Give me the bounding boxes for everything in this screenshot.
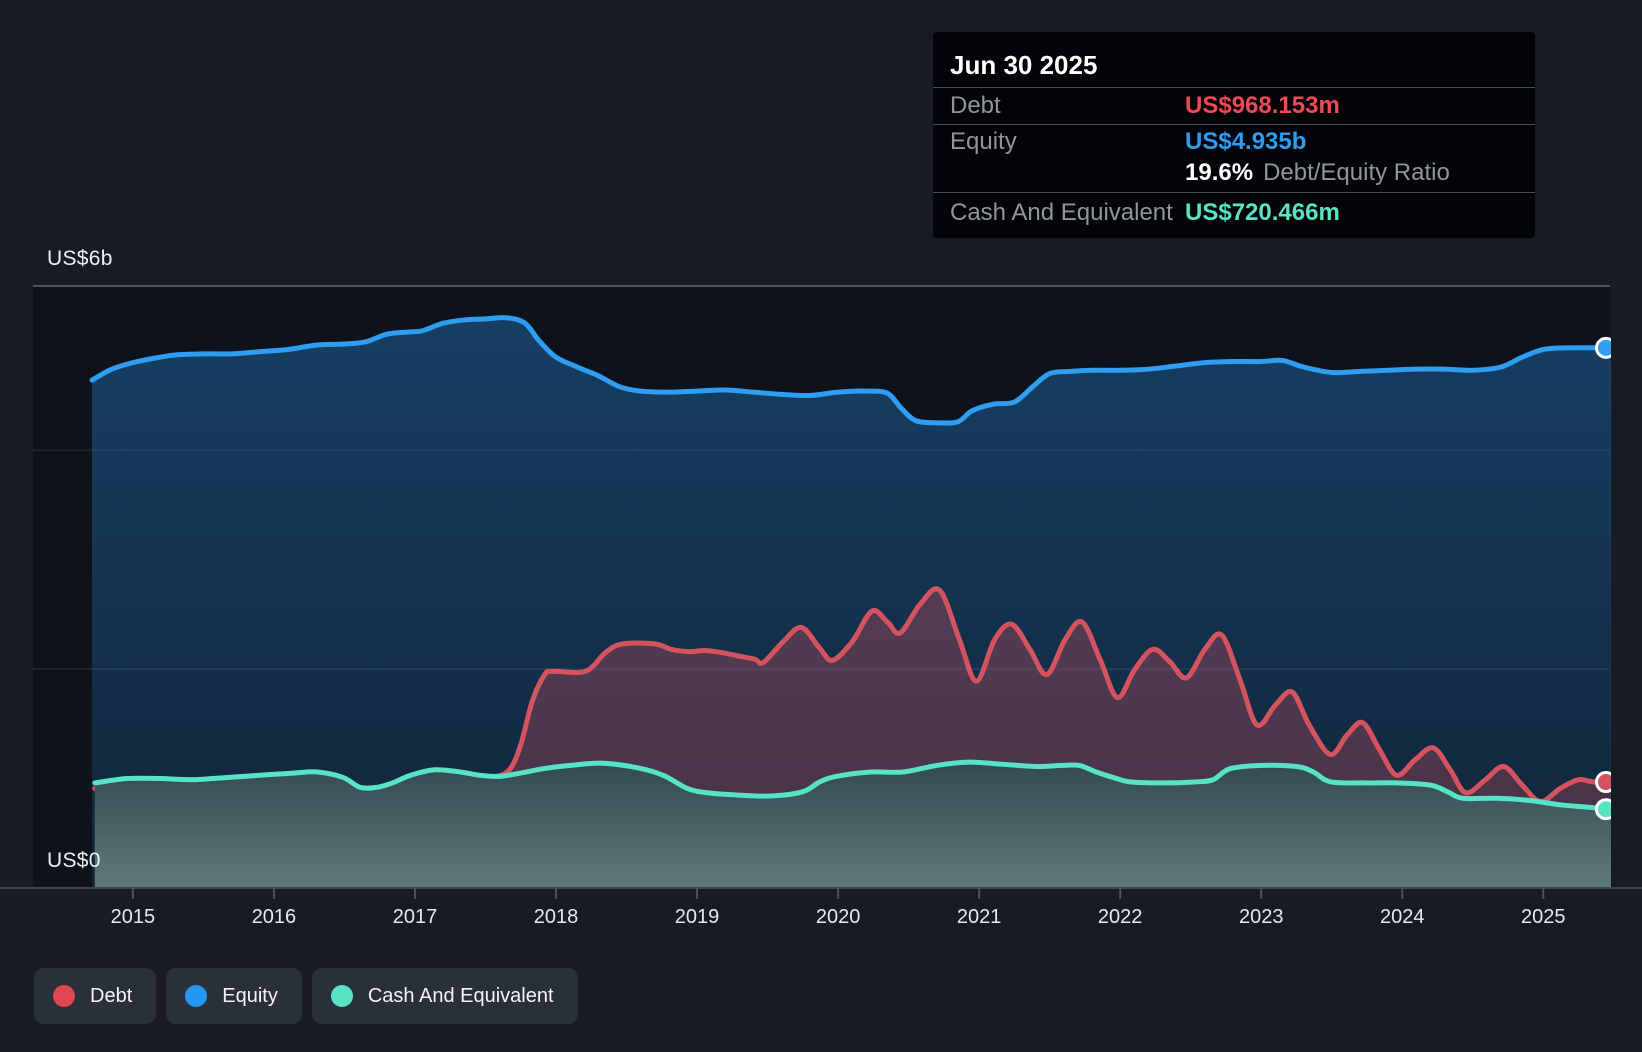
- x-axis-label: 2024: [1380, 906, 1425, 928]
- tooltip-ratio-value: 19.6%: [1185, 159, 1254, 186]
- chart-tooltip: Jun 30 2025 Debt US$968.153m Equity US$4…: [933, 32, 1535, 238]
- cash-end-dot: [1595, 798, 1611, 821]
- x-axis-label: 2019: [675, 906, 720, 928]
- tooltip-cash-value: US$720.466m: [1185, 198, 1340, 226]
- tooltip-cash-row: Cash And Equivalent US$720.466m: [933, 192, 1535, 232]
- series-end-dots: [1595, 336, 1611, 821]
- legend-debt-label: Debt: [90, 984, 133, 1007]
- tooltip-equity-label: Equity: [950, 127, 1017, 155]
- tooltip-cash-label: Cash And Equivalent: [950, 198, 1173, 226]
- x-axis-label: 2017: [393, 906, 438, 928]
- legend-item-debt[interactable]: Debt: [34, 968, 157, 1024]
- tooltip-equity-value: US$4.935b: [1185, 127, 1307, 155]
- x-axis-label: 2016: [252, 906, 297, 928]
- x-axis-label: 2023: [1239, 906, 1284, 928]
- y-axis-label-zero: US$0: [47, 849, 101, 872]
- x-axis-label: 2020: [816, 906, 861, 928]
- tooltip-ratio-label: Debt/Equity Ratio: [1263, 159, 1450, 186]
- chart-legend: Debt Equity Cash And Equivalent: [34, 968, 578, 1024]
- tooltip-debt-label: Debt: [950, 92, 1001, 119]
- equity-legend-dot-icon: [185, 985, 208, 1007]
- cash-area: [94, 762, 1611, 888]
- tooltip-debt-row: Debt US$968.153m: [933, 87, 1535, 124]
- series-group: [89, 315, 1611, 889]
- tooltip-ratio-row: 19.6% Debt/Equity Ratio: [950, 158, 1519, 188]
- x-axis-ticks: [131, 888, 1545, 899]
- x-axis-labels: 2015 2016 2017 2018 2019 2020 2021 2022 2023 2024…: [111, 906, 1566, 928]
- x-axis-label: 2018: [534, 906, 579, 928]
- cash-legend-dot-icon: [330, 985, 353, 1007]
- legend-cash-label: Cash And Equivalent: [367, 984, 554, 1007]
- legend-item-cash[interactable]: Cash And Equivalent: [311, 968, 578, 1024]
- tooltip-debt-value: US$968.153m: [1185, 92, 1340, 119]
- legend-equity-label: Equity: [222, 984, 278, 1007]
- cash-line: [92, 759, 1611, 812]
- x-axis-label: 2025: [1521, 906, 1566, 928]
- x-axis-label: 2015: [111, 906, 156, 928]
- y-axis-label-max: US$6b: [47, 247, 113, 270]
- tooltip-equity-row: Equity US$4.935b: [950, 125, 1519, 158]
- x-axis-label: 2022: [1098, 906, 1143, 928]
- debt-end-dot: [1595, 771, 1611, 794]
- equity-line: [89, 315, 1611, 426]
- debt-legend-dot-icon: [53, 985, 75, 1007]
- tooltip-equity-block: Equity US$4.935b 19.6% Debt/Equity Ratio: [933, 124, 1535, 192]
- tooltip-date: Jun 30 2025: [950, 50, 1098, 80]
- equity-end-dot: [1595, 336, 1611, 359]
- legend-item-equity[interactable]: Equity: [166, 968, 302, 1024]
- x-axis-label: 2021: [957, 906, 1002, 928]
